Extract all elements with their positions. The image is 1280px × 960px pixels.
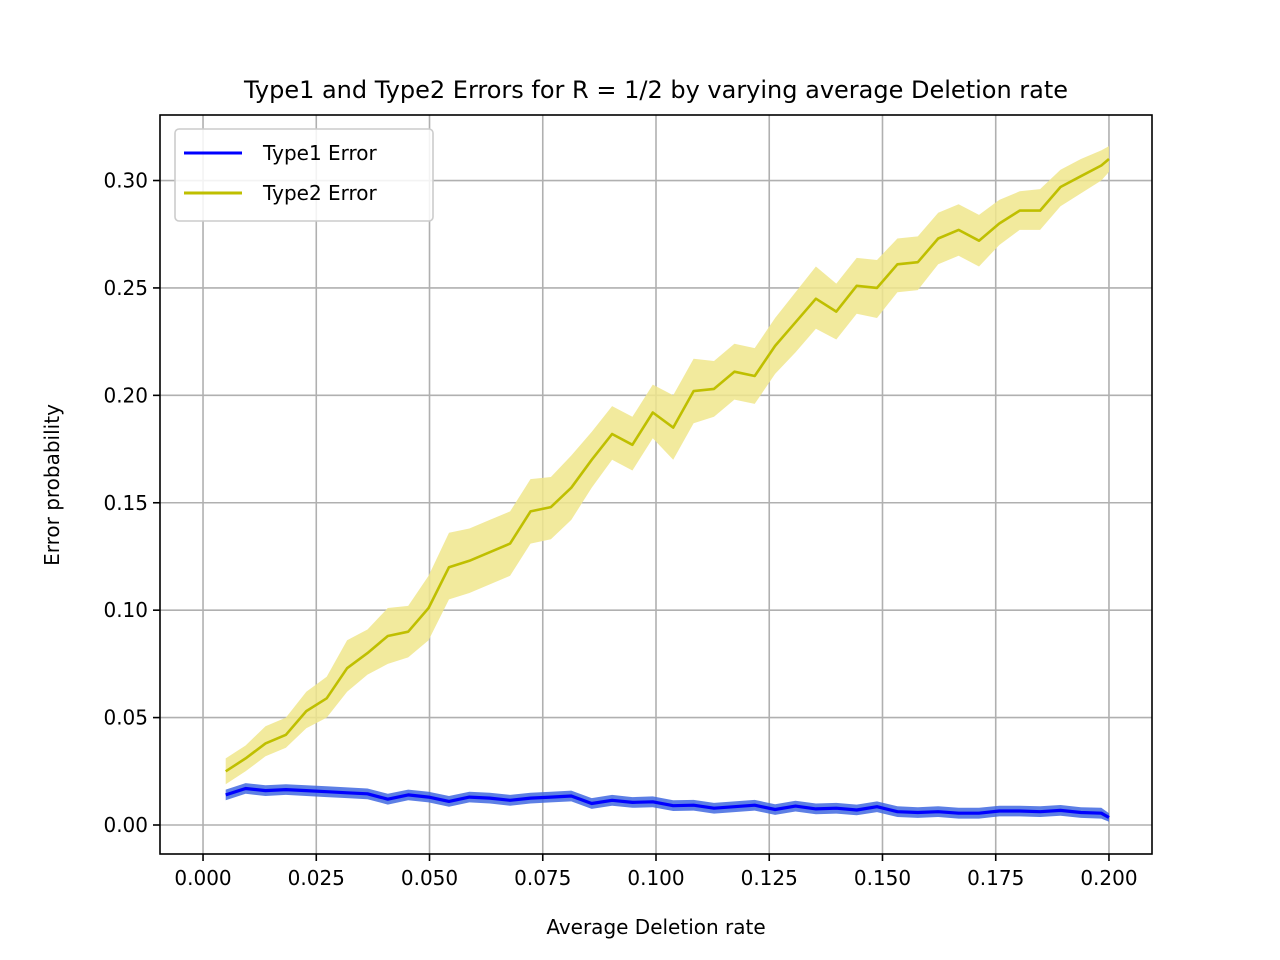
x-tick-label: 0.175 [967,866,1024,890]
type2-error-line [224,158,1110,773]
legend-label-type2-error: Type2 Error [262,181,378,205]
x-tick-label: 0.025 [288,866,345,890]
legend-label-type1-error: Type1 Error [262,141,378,165]
x-tick-label: 0.050 [401,866,458,890]
y-axis-title: Error probability [40,404,64,566]
y-tick-label: 0.25 [103,276,148,300]
series-lines [224,158,1110,819]
y-tick-label: 0.00 [103,813,148,837]
y-tick-label: 0.20 [103,383,148,407]
x-tick-label: 0.075 [514,866,571,890]
y-tick-label: 0.15 [103,491,148,515]
plot-area [159,114,1153,855]
x-axis: 0.000 0.025 0.050 0.075 0.100 0.125 0.150 0.175… [174,854,1138,890]
x-tick-label: 0.150 [854,866,911,890]
x-tick-label: 0.000 [174,866,231,890]
x-tick-label: 0.200 [1080,866,1137,890]
y-tick-label: 0.30 [103,169,148,193]
x-tick-label: 0.100 [627,866,684,890]
x-tick-label: 0.125 [741,866,798,890]
y-tick-label: 0.05 [103,706,148,730]
y-axis: 0.00 0.05 0.10 0.15 0.20 0.25 0.30 [103,169,160,837]
chart-title: Type1 and Type2 Errors for R = 1/2 by va… [243,76,1068,104]
type1-error-band [225,783,1109,822]
grid [160,115,1152,854]
legend: Type1 Error Type2 Error [174,128,434,222]
y-tick-label: 0.10 [103,598,148,622]
x-axis-title: Average Deletion rate [546,915,765,939]
type1-error-line [225,786,1110,819]
